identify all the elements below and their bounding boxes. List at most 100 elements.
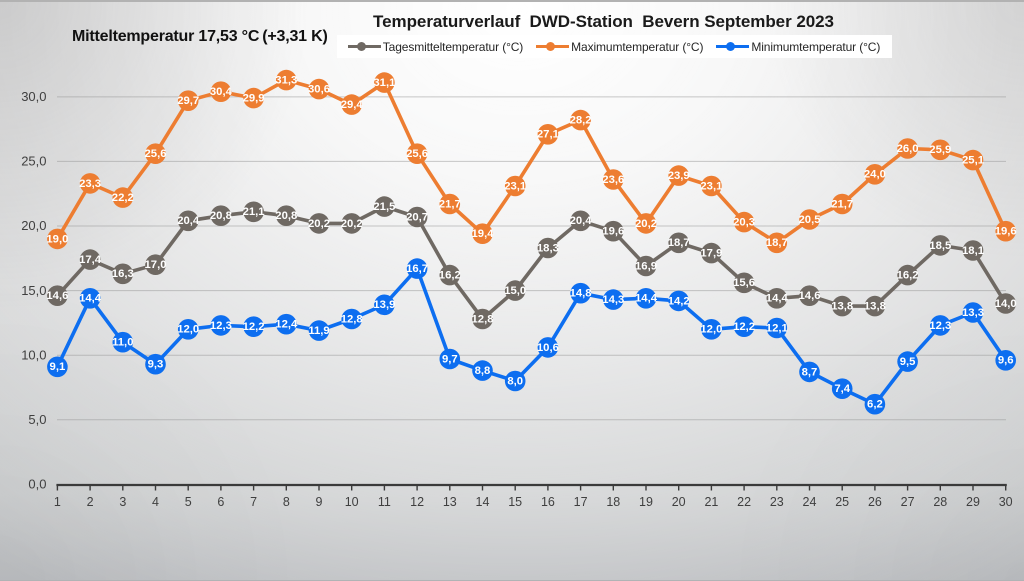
svg-text:19,6: 19,6 bbox=[602, 226, 624, 238]
svg-text:5,0: 5,0 bbox=[28, 412, 46, 427]
svg-text:29: 29 bbox=[966, 495, 980, 509]
svg-text:11,9: 11,9 bbox=[308, 325, 329, 337]
svg-text:19,4: 19,4 bbox=[472, 228, 495, 240]
svg-text:28,2: 28,2 bbox=[570, 115, 592, 127]
svg-text:18,3: 18,3 bbox=[537, 242, 559, 254]
svg-text:21,5: 21,5 bbox=[373, 201, 395, 213]
svg-text:10: 10 bbox=[345, 495, 359, 509]
svg-text:21,1: 21,1 bbox=[243, 206, 265, 218]
svg-text:20,2: 20,2 bbox=[308, 218, 330, 230]
svg-text:20: 20 bbox=[672, 495, 686, 509]
svg-text:7,4: 7,4 bbox=[834, 383, 850, 395]
svg-text:7: 7 bbox=[250, 495, 257, 509]
svg-text:1: 1 bbox=[54, 495, 61, 509]
svg-text:12: 12 bbox=[410, 495, 424, 509]
svg-text:17,0: 17,0 bbox=[145, 259, 167, 271]
svg-text:15,0: 15,0 bbox=[21, 283, 46, 298]
svg-text:29,4: 29,4 bbox=[341, 99, 364, 111]
svg-text:0,0: 0,0 bbox=[28, 477, 46, 492]
svg-text:9,6: 9,6 bbox=[998, 355, 1014, 367]
svg-text:21,7: 21,7 bbox=[439, 198, 461, 210]
svg-text:13: 13 bbox=[443, 495, 457, 509]
svg-text:9: 9 bbox=[316, 495, 323, 509]
svg-text:18,7: 18,7 bbox=[668, 237, 690, 249]
svg-text:30,0: 30,0 bbox=[21, 89, 46, 104]
svg-text:8,8: 8,8 bbox=[475, 365, 491, 377]
svg-text:29,9: 29,9 bbox=[243, 93, 265, 105]
svg-text:14,4: 14,4 bbox=[766, 293, 789, 305]
svg-text:5: 5 bbox=[185, 495, 192, 509]
svg-text:20,3: 20,3 bbox=[733, 217, 755, 229]
svg-text:20,2: 20,2 bbox=[341, 218, 363, 230]
svg-text:11: 11 bbox=[378, 495, 391, 509]
svg-text:18,1: 18,1 bbox=[962, 245, 984, 257]
svg-text:20,2: 20,2 bbox=[635, 218, 657, 230]
svg-text:14,6: 14,6 bbox=[799, 290, 821, 302]
svg-text:23,6: 23,6 bbox=[602, 174, 624, 186]
svg-text:27: 27 bbox=[901, 495, 915, 509]
svg-text:16,7: 16,7 bbox=[406, 263, 428, 275]
svg-text:16: 16 bbox=[541, 495, 555, 509]
svg-text:19,6: 19,6 bbox=[995, 226, 1017, 238]
svg-text:13,8: 13,8 bbox=[831, 301, 853, 313]
svg-text:20,8: 20,8 bbox=[210, 210, 232, 222]
svg-text:8,7: 8,7 bbox=[802, 366, 818, 378]
svg-text:25,1: 25,1 bbox=[962, 155, 984, 167]
svg-text:18,5: 18,5 bbox=[929, 240, 951, 252]
svg-text:14,0: 14,0 bbox=[995, 298, 1017, 310]
svg-text:10,0: 10,0 bbox=[21, 347, 46, 362]
svg-text:20,4: 20,4 bbox=[570, 215, 593, 227]
svg-text:18,7: 18,7 bbox=[766, 237, 788, 249]
svg-text:26,0: 26,0 bbox=[897, 143, 919, 155]
svg-text:14,6: 14,6 bbox=[46, 290, 68, 302]
svg-text:12,2: 12,2 bbox=[243, 321, 265, 333]
svg-text:13,9: 13,9 bbox=[373, 299, 395, 311]
svg-text:17,4: 17,4 bbox=[79, 254, 102, 266]
svg-text:16,3: 16,3 bbox=[112, 268, 134, 280]
svg-text:20,8: 20,8 bbox=[275, 210, 297, 222]
svg-text:25,6: 25,6 bbox=[145, 148, 167, 160]
svg-text:20,0: 20,0 bbox=[21, 218, 46, 233]
svg-text:8,0: 8,0 bbox=[507, 375, 523, 387]
svg-text:14: 14 bbox=[476, 495, 490, 509]
svg-text:15,6: 15,6 bbox=[733, 277, 755, 289]
svg-text:21: 21 bbox=[704, 495, 718, 509]
svg-text:12,8: 12,8 bbox=[341, 313, 363, 325]
svg-text:11,0: 11,0 bbox=[112, 337, 133, 349]
svg-text:14,2: 14,2 bbox=[668, 295, 690, 307]
svg-text:19,0: 19,0 bbox=[46, 233, 68, 245]
svg-text:18: 18 bbox=[606, 495, 620, 509]
svg-text:14,8: 14,8 bbox=[570, 288, 592, 300]
svg-text:25: 25 bbox=[835, 495, 849, 509]
svg-text:27,1: 27,1 bbox=[537, 129, 559, 141]
svg-text:12,3: 12,3 bbox=[929, 320, 951, 332]
svg-text:31,3: 31,3 bbox=[275, 75, 297, 87]
svg-text:23,1: 23,1 bbox=[700, 180, 722, 192]
svg-text:29,7: 29,7 bbox=[177, 95, 199, 107]
svg-text:16,9: 16,9 bbox=[635, 260, 657, 272]
svg-text:23,9: 23,9 bbox=[668, 170, 690, 182]
svg-text:30,6: 30,6 bbox=[308, 84, 330, 96]
svg-text:14,4: 14,4 bbox=[635, 293, 658, 305]
svg-text:8: 8 bbox=[283, 495, 290, 509]
svg-text:23: 23 bbox=[770, 495, 784, 509]
svg-text:28: 28 bbox=[933, 495, 947, 509]
svg-text:16,2: 16,2 bbox=[897, 270, 919, 282]
svg-text:6: 6 bbox=[217, 495, 224, 509]
svg-text:9,7: 9,7 bbox=[442, 353, 458, 365]
svg-text:15,0: 15,0 bbox=[504, 285, 526, 297]
svg-text:24: 24 bbox=[803, 495, 817, 509]
svg-text:9,5: 9,5 bbox=[900, 356, 916, 368]
svg-text:20,7: 20,7 bbox=[406, 211, 428, 223]
svg-text:9,1: 9,1 bbox=[50, 361, 66, 373]
svg-text:10,6: 10,6 bbox=[537, 342, 559, 354]
svg-text:6,2: 6,2 bbox=[867, 399, 883, 411]
svg-text:24,0: 24,0 bbox=[864, 169, 886, 181]
svg-text:12,2: 12,2 bbox=[733, 321, 755, 333]
svg-text:20,4: 20,4 bbox=[177, 215, 200, 227]
svg-text:3: 3 bbox=[119, 495, 126, 509]
svg-text:25,9: 25,9 bbox=[929, 144, 951, 156]
svg-text:22: 22 bbox=[737, 495, 751, 509]
svg-text:12,0: 12,0 bbox=[700, 324, 722, 336]
svg-text:13,8: 13,8 bbox=[864, 301, 886, 313]
